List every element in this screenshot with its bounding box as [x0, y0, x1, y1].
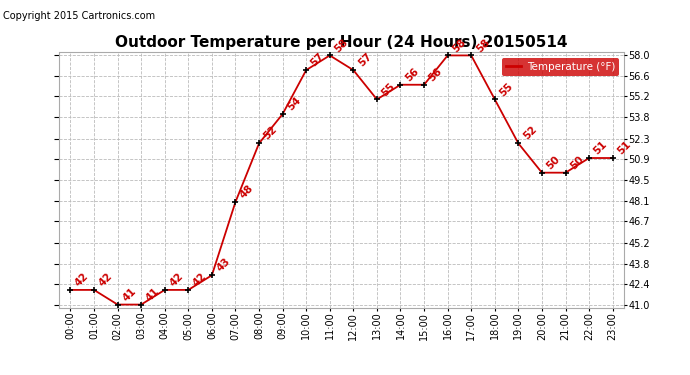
Text: 56: 56	[404, 66, 421, 83]
Text: 42: 42	[168, 271, 185, 288]
Text: 41: 41	[121, 286, 138, 303]
Text: Copyright 2015 Cartronics.com: Copyright 2015 Cartronics.com	[3, 11, 155, 21]
Text: 56: 56	[427, 66, 444, 83]
Text: 52: 52	[521, 124, 538, 142]
Legend: Temperature (°F): Temperature (°F)	[502, 58, 619, 76]
Text: 51: 51	[592, 139, 609, 156]
Text: 58: 58	[451, 37, 468, 54]
Text: 42: 42	[97, 271, 115, 288]
Text: 55: 55	[497, 81, 515, 98]
Text: 42: 42	[73, 271, 90, 288]
Text: 57: 57	[309, 51, 326, 69]
Text: 52: 52	[262, 124, 279, 142]
Text: 58: 58	[474, 37, 491, 54]
Text: 50: 50	[545, 154, 562, 171]
Text: 51: 51	[615, 139, 633, 156]
Text: 41: 41	[144, 286, 161, 303]
Text: 50: 50	[569, 154, 586, 171]
Text: 42: 42	[191, 271, 208, 288]
Text: 55: 55	[380, 81, 397, 98]
Text: 54: 54	[286, 95, 303, 112]
Text: 43: 43	[215, 256, 232, 274]
Text: 58: 58	[333, 37, 350, 54]
Text: 48: 48	[238, 183, 256, 201]
Text: 57: 57	[356, 51, 373, 69]
Title: Outdoor Temperature per Hour (24 Hours) 20150514: Outdoor Temperature per Hour (24 Hours) …	[115, 35, 568, 50]
